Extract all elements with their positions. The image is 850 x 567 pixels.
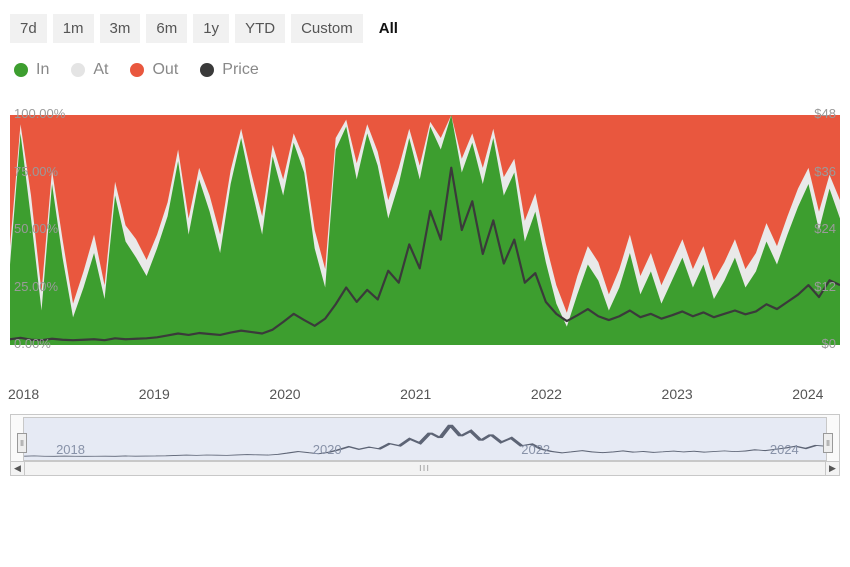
scroll-left-button[interactable]: ◀ (11, 461, 25, 475)
range-tab-6m[interactable]: 6m (146, 14, 187, 43)
range-tab-7d[interactable]: 7d (10, 14, 47, 43)
navigator-handle-left[interactable]: ll (17, 433, 27, 453)
x-tick: 2018 (8, 386, 39, 402)
y-right-tick: $12 (814, 279, 836, 294)
y-right-tick: $36 (814, 164, 836, 179)
y-left-tick: 25.00% (14, 279, 58, 294)
navigator-year-label: 2018 (56, 442, 85, 457)
y-right-tick: $48 (814, 106, 836, 121)
legend-item-out: Out (130, 61, 178, 79)
navigator-handle-right[interactable]: ll (823, 433, 833, 453)
y-left-tick: 0.00% (14, 336, 51, 351)
legend-swatch-price (200, 63, 214, 77)
legend-item-at: At (71, 61, 108, 79)
y-left-tick: 100.00% (14, 106, 65, 121)
legend: In At Out Price (10, 61, 840, 79)
navigator[interactable]: 2018 2020 2022 2024 ll ll ◀ ▶ lll (10, 414, 840, 476)
navigator-plot[interactable]: 2018 2020 2022 2024 (23, 417, 827, 461)
scroll-track[interactable]: lll (25, 461, 825, 475)
legend-swatch-out (130, 63, 144, 77)
legend-swatch-at (71, 63, 85, 77)
y-right-tick: $0 (822, 336, 836, 351)
navigator-canvas (24, 418, 826, 460)
chart-canvas (10, 115, 840, 345)
legend-label: At (93, 61, 108, 79)
y-right-tick: $24 (814, 221, 836, 236)
x-tick: 2023 (662, 386, 693, 402)
legend-swatch-in (14, 63, 28, 77)
range-tab-3m[interactable]: 3m (100, 14, 141, 43)
y-left-tick: 50.00% (14, 221, 58, 236)
legend-label: Out (152, 61, 178, 79)
x-tick: 2020 (269, 386, 300, 402)
x-tick: 2021 (400, 386, 431, 402)
legend-item-price: Price (200, 61, 258, 79)
legend-label: Price (222, 61, 258, 79)
range-tab-ytd[interactable]: YTD (235, 14, 285, 43)
navigator-year-label: 2020 (313, 442, 342, 457)
time-range-tabs: 7d1m3m6m1yYTDCustomAll (10, 14, 840, 43)
x-tick: 2024 (792, 386, 823, 402)
x-tick: 2019 (139, 386, 170, 402)
x-tick: 2022 (531, 386, 562, 402)
range-tab-1y[interactable]: 1y (193, 14, 229, 43)
navigator-year-label: 2022 (521, 442, 550, 457)
main-chart[interactable]: 0.00%25.00%50.00%75.00%100.00% $0$12$24$… (10, 115, 840, 380)
navigator-year-label: 2024 (770, 442, 799, 457)
legend-label: In (36, 61, 49, 79)
legend-item-in: In (14, 61, 49, 79)
y-left-tick: 75.00% (14, 164, 58, 179)
range-tab-all[interactable]: All (369, 14, 408, 43)
range-tab-custom[interactable]: Custom (291, 14, 363, 43)
scroll-right-button[interactable]: ▶ (825, 461, 839, 475)
range-tab-1m[interactable]: 1m (53, 14, 94, 43)
